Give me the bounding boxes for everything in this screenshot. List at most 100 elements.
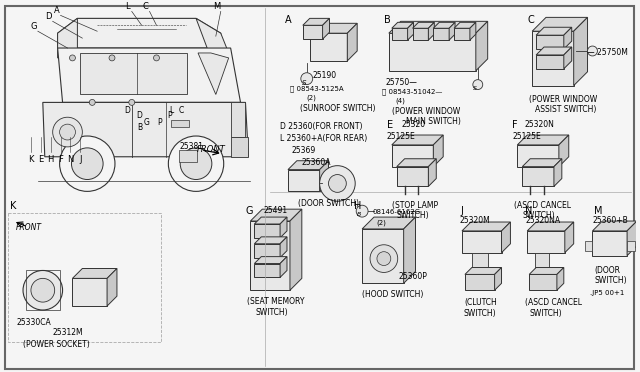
Bar: [81, 53, 187, 94]
Bar: [392, 145, 433, 167]
Polygon shape: [280, 217, 287, 238]
Text: 25320NA: 25320NA: [525, 216, 561, 225]
Circle shape: [356, 205, 368, 217]
Text: SWITCH): SWITCH): [397, 211, 429, 220]
Text: B: B: [384, 15, 390, 25]
Polygon shape: [413, 22, 435, 28]
Polygon shape: [348, 23, 357, 61]
Text: SWITCH): SWITCH): [464, 309, 497, 318]
Text: G: G: [31, 22, 37, 31]
Bar: [465, 275, 495, 290]
Text: E: E: [387, 120, 393, 130]
Bar: [303, 25, 323, 39]
Text: S: S: [473, 86, 477, 91]
Text: L 25360+A(FOR REAR): L 25360+A(FOR REAR): [280, 134, 367, 143]
Polygon shape: [573, 17, 588, 86]
Bar: [535, 253, 549, 275]
Text: C: C: [143, 3, 148, 12]
Polygon shape: [428, 159, 436, 186]
Polygon shape: [529, 267, 564, 275]
Circle shape: [328, 174, 346, 192]
Text: 25320N: 25320N: [524, 120, 554, 129]
Polygon shape: [408, 22, 413, 40]
Text: K: K: [10, 201, 17, 211]
Polygon shape: [462, 222, 511, 231]
Bar: [593, 231, 627, 256]
Text: 25360P: 25360P: [399, 272, 428, 282]
Polygon shape: [495, 267, 502, 290]
Text: SWITCH): SWITCH): [255, 308, 288, 317]
Text: 25320M: 25320M: [460, 216, 491, 225]
Text: N: N: [525, 206, 532, 216]
Text: 25125E: 25125E: [387, 132, 415, 141]
Text: (4): (4): [396, 97, 406, 104]
Polygon shape: [58, 18, 221, 48]
Bar: [627, 241, 635, 251]
Text: (POWER WINDOW: (POWER WINDOW: [529, 96, 598, 105]
Bar: [462, 231, 502, 253]
Bar: [72, 278, 107, 306]
Text: .JP5 00+1: .JP5 00+1: [589, 290, 624, 296]
Text: (DOOR: (DOOR: [595, 266, 620, 275]
Bar: [8, 213, 161, 341]
Text: 08146-6162G: 08146-6162G: [372, 209, 420, 215]
Circle shape: [168, 136, 224, 191]
Bar: [254, 224, 280, 238]
Text: (HOOD SWITCH): (HOOD SWITCH): [362, 290, 424, 299]
Polygon shape: [522, 159, 562, 167]
Bar: [288, 170, 319, 191]
Text: B: B: [357, 212, 362, 217]
Text: FRONT: FRONT: [16, 223, 42, 232]
Polygon shape: [433, 135, 443, 167]
Text: H: H: [354, 201, 362, 211]
Circle shape: [588, 46, 597, 56]
Text: (DOOR SWITCH): (DOOR SWITCH): [298, 199, 359, 208]
Text: P: P: [157, 118, 162, 127]
Polygon shape: [532, 17, 588, 31]
Bar: [389, 33, 476, 71]
Polygon shape: [397, 159, 436, 167]
Polygon shape: [362, 217, 415, 229]
Polygon shape: [404, 217, 415, 283]
Bar: [584, 241, 593, 251]
Bar: [250, 221, 290, 290]
Text: C: C: [527, 15, 534, 25]
Polygon shape: [554, 159, 562, 186]
Bar: [362, 229, 404, 283]
Circle shape: [60, 136, 115, 191]
Text: 25190: 25190: [313, 71, 337, 80]
Polygon shape: [454, 22, 476, 28]
Text: M: M: [595, 206, 603, 216]
Text: F: F: [58, 155, 63, 164]
Polygon shape: [564, 222, 573, 253]
Text: A: A: [285, 15, 292, 25]
Text: J: J: [460, 206, 463, 216]
Polygon shape: [196, 18, 230, 58]
Circle shape: [370, 245, 397, 272]
Text: (STOP LAMP: (STOP LAMP: [392, 201, 438, 210]
Text: D: D: [124, 106, 130, 115]
Text: G: G: [246, 206, 253, 216]
Bar: [472, 253, 488, 275]
Bar: [413, 28, 428, 40]
Polygon shape: [559, 135, 569, 167]
Text: 25381: 25381: [179, 142, 204, 151]
Polygon shape: [319, 161, 328, 191]
Polygon shape: [280, 257, 287, 278]
Bar: [433, 28, 449, 40]
Circle shape: [377, 252, 391, 266]
Circle shape: [180, 148, 212, 180]
Text: L: L: [125, 3, 130, 12]
Text: D 25360(FOR FRONT): D 25360(FOR FRONT): [280, 122, 363, 131]
Text: 25320: 25320: [402, 120, 426, 129]
Bar: [529, 275, 557, 290]
Polygon shape: [557, 267, 564, 290]
Text: 25330CA: 25330CA: [16, 318, 51, 327]
Polygon shape: [43, 102, 248, 157]
Circle shape: [129, 99, 135, 105]
Text: (CLUTCH: (CLUTCH: [464, 298, 497, 307]
Bar: [310, 33, 348, 61]
Polygon shape: [72, 269, 117, 278]
Polygon shape: [250, 209, 302, 221]
Circle shape: [319, 166, 355, 201]
